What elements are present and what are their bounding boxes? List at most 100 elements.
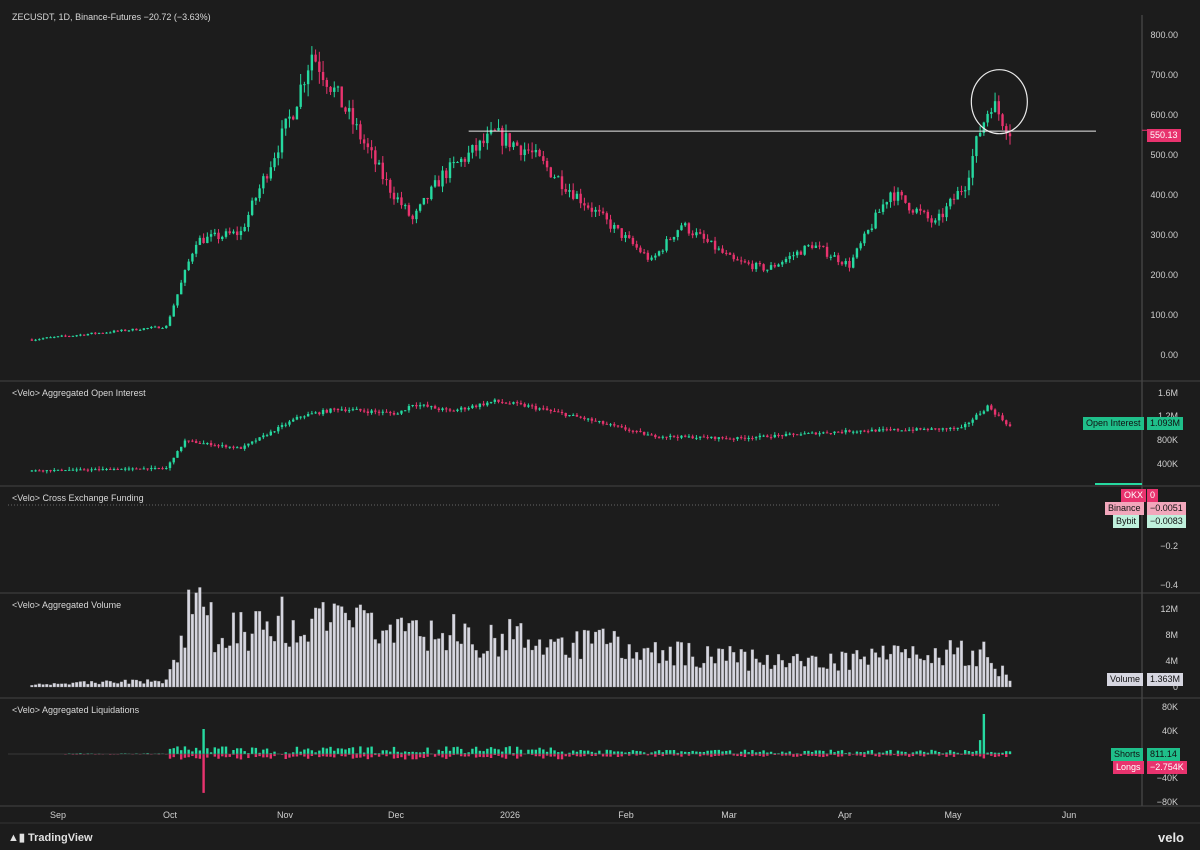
- volume-bar: [519, 623, 523, 688]
- oi-candle: [922, 428, 926, 430]
- oi-candle: [474, 405, 478, 407]
- volume-bar: [459, 643, 463, 688]
- price-candle: [381, 162, 384, 180]
- oi-candle: [243, 445, 246, 449]
- oi-candle: [631, 430, 635, 432]
- liq-long-bar: [239, 754, 243, 760]
- volume-bar: [246, 650, 250, 688]
- oi-candle: [527, 405, 530, 407]
- price-candle: [874, 212, 877, 229]
- price-candle: [180, 282, 183, 295]
- volume-bar: [948, 640, 952, 688]
- volume-bar: [93, 682, 97, 688]
- price-candle: [280, 128, 284, 153]
- liq-short-bar: [881, 752, 885, 754]
- liq-short-bar: [639, 751, 642, 754]
- oi-candle: [265, 435, 269, 437]
- liq-long-bar: [292, 754, 295, 757]
- liq-short-bar: [478, 750, 482, 754]
- liq-long-bar: [840, 754, 844, 757]
- price-candle: [631, 237, 635, 245]
- price-candle: [30, 339, 34, 341]
- volume-bar: [739, 649, 743, 688]
- price-candle: [717, 248, 720, 250]
- liq-long-bar: [829, 754, 832, 755]
- liq-long-bar: [751, 754, 754, 757]
- oi-candle: [754, 437, 758, 439]
- volume-bar: [564, 654, 568, 688]
- liq-longs-label: Longs: [1113, 761, 1144, 774]
- volume-bar: [328, 622, 333, 688]
- oi-candle: [273, 431, 276, 433]
- liq-long-bar: [870, 754, 874, 755]
- liq-short-bar: [710, 750, 713, 754]
- liq-short-bar: [807, 750, 810, 754]
- volume-bar: [30, 685, 34, 688]
- oi-candle: [41, 470, 45, 472]
- oi-candle: [348, 410, 351, 412]
- volume-bar: [691, 656, 695, 688]
- liq-short-bar: [997, 752, 1000, 754]
- volume-bar: [321, 602, 325, 688]
- oi-candle: [448, 409, 452, 411]
- liq-long-bar: [613, 754, 616, 755]
- volume-bar: [762, 664, 766, 688]
- price-candle: [157, 326, 160, 329]
- liq-shorts-value: 811.14: [1147, 748, 1180, 761]
- oi-candle: [75, 469, 78, 471]
- liq-short-bar: [530, 749, 534, 754]
- oi-candle: [94, 469, 97, 471]
- liq-short-bar: [952, 751, 956, 754]
- liq-long-bar: [721, 754, 724, 756]
- symbol-header: ZECUSDT, 1D, Binance-Futures −20.72 (−3.…: [12, 12, 211, 22]
- price-candle: [310, 54, 314, 71]
- liq-short-bar: [949, 750, 952, 754]
- oi-candle: [572, 414, 575, 416]
- tradingview-logo[interactable]: ▲▮ TradingView: [8, 832, 93, 844]
- price-candle: [366, 143, 370, 148]
- volume-bar: [119, 681, 124, 688]
- liq-short-bar: [333, 750, 336, 754]
- price-candle: [896, 191, 900, 201]
- price-candle: [732, 254, 735, 260]
- liq-long-bar: [448, 754, 452, 757]
- price-candle: [799, 251, 803, 255]
- liq-short-bar: [512, 753, 515, 754]
- volume-bar: [511, 639, 516, 688]
- volume-bar: [661, 650, 665, 688]
- oi-candle: [153, 467, 157, 469]
- liq-short-bar: [299, 751, 302, 754]
- volume-bar: [231, 612, 236, 688]
- oi-candle: [508, 403, 511, 405]
- volume-bar: [668, 646, 672, 688]
- liq-long-bar: [321, 754, 325, 757]
- oi-candle: [269, 431, 272, 436]
- price-candle: [389, 179, 392, 193]
- volume-ytick: 4M: [1165, 656, 1178, 666]
- liq-long-bar: [519, 754, 523, 757]
- volume-bar: [829, 653, 833, 688]
- oi-candle: [557, 411, 560, 413]
- liq-long-bar: [878, 754, 881, 757]
- liq-short-bar: [635, 750, 638, 754]
- price-ytick: 600.00: [1150, 110, 1178, 120]
- oi-candle: [810, 432, 814, 434]
- liq-long-bar: [964, 754, 967, 755]
- liq-long-bar: [396, 754, 399, 759]
- liq-long-bar: [441, 754, 444, 758]
- liq-long-bar: [960, 754, 963, 755]
- liq-long-bar: [713, 754, 717, 756]
- volume-bar: [142, 683, 146, 688]
- oi-candle: [120, 468, 123, 470]
- oi-candle: [837, 431, 840, 433]
- price-candle: [952, 198, 956, 200]
- price-candle: [613, 224, 616, 229]
- liq-short-bar: [557, 752, 560, 754]
- volume-bar: [97, 683, 101, 688]
- price-candle: [355, 124, 358, 126]
- oi-candle: [975, 414, 978, 420]
- liq-short-bar: [941, 753, 944, 754]
- price-candle: [810, 245, 814, 249]
- volume-bar: [280, 596, 284, 688]
